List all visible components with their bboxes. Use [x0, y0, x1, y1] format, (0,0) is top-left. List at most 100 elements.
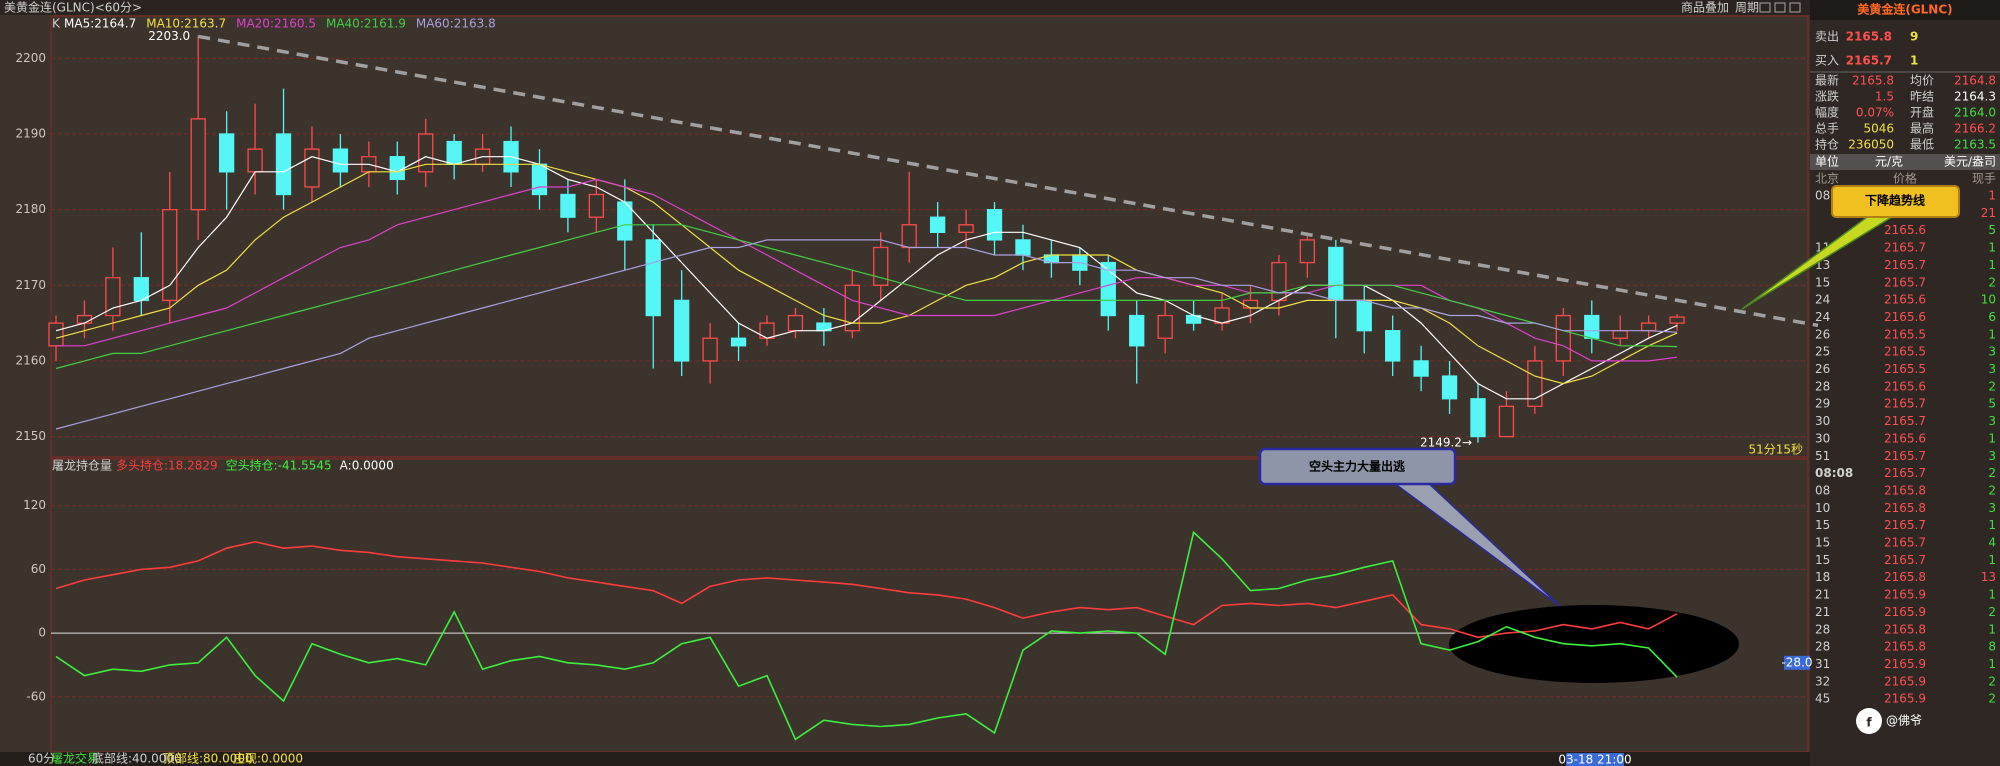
- tick-time: 28: [1815, 379, 1830, 393]
- tick-volume: 3: [1988, 345, 1996, 359]
- tick-price: 2165.7: [1884, 414, 1926, 428]
- order-volume: 9: [1910, 30, 1918, 44]
- toolbar-button: 商品叠加: [1681, 0, 1729, 15]
- tick-price: 2165.7: [1884, 241, 1926, 255]
- indicator-title: 屠龙持仓量: [52, 458, 112, 473]
- candle-body: [1385, 330, 1401, 362]
- toolbar-button: 周期: [1735, 1, 1759, 15]
- candle-body: [873, 246, 889, 286]
- candle-body: [190, 118, 206, 211]
- countdown: 51分15秒: [1748, 443, 1803, 457]
- window-title: 美黄金连(GLNC)<60分>: [4, 0, 142, 15]
- candle-body: [105, 277, 121, 317]
- tick-volume: 5: [1988, 223, 1996, 237]
- candle-body: [1100, 261, 1116, 317]
- candle-body: [218, 133, 235, 173]
- stat-value: 236050: [1848, 138, 1894, 152]
- legend-entry: 空头持仓:-41.5545: [226, 458, 332, 473]
- tick-volume: 3: [1988, 362, 1996, 376]
- tick-time: 15: [1815, 536, 1830, 550]
- tick-price: 2165.5: [1884, 345, 1926, 359]
- candle-body: [588, 193, 605, 218]
- tick-volume: 2: [1988, 379, 1996, 393]
- tick-volume: 1: [1988, 657, 1996, 671]
- legend-entry: MA5:2164.7: [64, 17, 136, 31]
- y-tick-label: 2180: [15, 202, 46, 216]
- tick-time: 28: [1815, 622, 1830, 636]
- y-tick-label: 2190: [15, 127, 46, 141]
- trendline: [197, 34, 1819, 328]
- tick-price: 2165.8: [1884, 622, 1926, 636]
- tick-time: 32: [1815, 674, 1830, 688]
- tick-price: 2165.7: [1884, 536, 1926, 550]
- tick-price: 2165.9: [1884, 588, 1926, 602]
- stat-label: 幅度: [1815, 105, 1839, 120]
- tick-time: 26: [1815, 362, 1830, 376]
- indicator-line: [55, 530, 1678, 741]
- window-button[interactable]: [1759, 2, 1771, 13]
- stat-label: 昨结: [1910, 90, 1934, 104]
- tick-volume: 4: [1988, 536, 1996, 550]
- tick-time: 15: [1815, 553, 1830, 567]
- moving-average-line: [55, 163, 1678, 385]
- tick-time: 15: [1815, 518, 1830, 532]
- candle-body: [1015, 239, 1031, 256]
- tick-volume: 1: [1988, 431, 1996, 445]
- tick-price: 2165.7: [1884, 397, 1926, 411]
- stat-label: 最新: [1815, 73, 1839, 88]
- tick-price: 2165.6: [1884, 431, 1926, 445]
- callout-box: [1258, 447, 1457, 486]
- y-tick-label: 2170: [15, 278, 46, 292]
- stat-label: 最高: [1910, 121, 1934, 136]
- legend-entry: MA60:2163.8: [416, 17, 496, 31]
- candle-body: [1527, 360, 1543, 407]
- y-tick-label: 2200: [15, 51, 46, 65]
- window-button[interactable]: [1789, 2, 1801, 13]
- candle-body: [1612, 330, 1628, 339]
- tick-time: 28: [1815, 640, 1830, 654]
- moving-average-line: [55, 224, 1678, 370]
- tick-volume: 13: [1981, 570, 1996, 584]
- callout-box: [1831, 185, 1960, 218]
- candle-body: [1555, 314, 1571, 362]
- candle-body: [787, 314, 804, 332]
- tick-volume: 1: [1988, 327, 1996, 341]
- candle-body: [531, 163, 548, 196]
- candle-body: [674, 299, 690, 362]
- tick-header: 现手: [1972, 172, 1996, 186]
- candle-body: [986, 208, 1003, 241]
- high-label: 2203.0: [148, 29, 190, 43]
- stat-value: 2163.5: [1954, 138, 1996, 152]
- candle-body: [304, 148, 320, 188]
- indicator-line: [55, 540, 1678, 639]
- footer-indicator: 屠龙交易: [51, 751, 99, 766]
- stat-value: 5046: [1863, 122, 1894, 136]
- tick-time: 10: [1815, 501, 1830, 515]
- stat-label: 开盘: [1910, 105, 1934, 120]
- tick-price: 2165.9: [1884, 605, 1926, 619]
- tick-volume: 3: [1988, 501, 1996, 515]
- tick-volume: 1: [1988, 189, 1996, 203]
- watermark-icon: [1856, 708, 1882, 734]
- tick-header: 价格: [1893, 171, 1917, 186]
- stat-value: 2164.3: [1954, 90, 1996, 104]
- window-button[interactable]: [1774, 2, 1786, 13]
- tick-price: 2165.8: [1884, 501, 1926, 515]
- callout-text: 下降趋势线: [1865, 193, 1925, 208]
- tick-time: 30: [1815, 414, 1830, 428]
- tick-header: 北京: [1815, 172, 1839, 186]
- legend-prefix: K: [52, 17, 61, 31]
- unit-value: 元/克: [1875, 155, 1903, 169]
- tick-time: 08:08: [1815, 466, 1853, 480]
- tick-volume: 3: [1988, 449, 1996, 463]
- tick-volume: 2: [1988, 674, 1996, 688]
- stat-value: 2164.8: [1954, 74, 1996, 88]
- tick-time: 30: [1815, 431, 1830, 445]
- tick-time: 25: [1815, 345, 1830, 359]
- candle-body: [1299, 239, 1316, 264]
- tick-time: 08: [1815, 189, 1830, 203]
- tick-price: 2165.7: [1884, 275, 1926, 289]
- footer-period: 60分: [28, 752, 55, 766]
- current-marker-box: [1784, 655, 1810, 670]
